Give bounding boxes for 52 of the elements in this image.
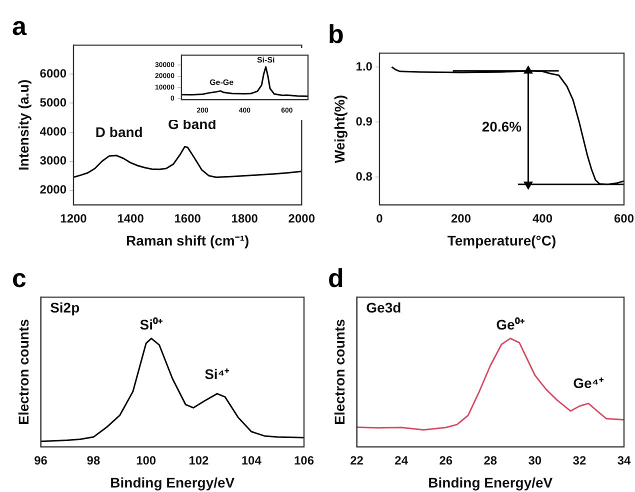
y-tick-label: 0.9 [356, 114, 373, 128]
y-tick-label: 2000 [40, 182, 67, 197]
y-tick-label: 6000 [40, 66, 67, 81]
x-tick-label: 32 [572, 453, 586, 468]
x-tick-label: 106 [294, 453, 314, 468]
annotation: 20.6% [482, 118, 522, 134]
x-tick-label: 30 [528, 453, 542, 468]
x-tick-label: 600 [614, 211, 634, 226]
x-tick-label: 22 [350, 453, 364, 468]
x-axis-title: Temperature(°C) [447, 232, 556, 248]
y-tick-label: 0.8 [356, 170, 373, 184]
x-axis-title: Raman shift (cm⁻¹) [126, 232, 250, 248]
x-tick-label: 1200 [60, 211, 88, 226]
y-tick-label: 3000 [40, 154, 67, 168]
annotation: Si⁴⁺ [204, 366, 230, 382]
x-tick-label: 200 [450, 211, 472, 226]
x-tick-label: 1400 [117, 211, 144, 226]
chart-title: b [328, 18, 344, 49]
x-axis-title: Binding Energy/eV [110, 474, 236, 490]
text: Si2p [50, 300, 80, 316]
y-axis-title: Intensity (a.u) [15, 79, 32, 171]
y-axis-title: Electron counts [15, 318, 32, 425]
chart-title: a [12, 10, 27, 41]
x-tick-label: 104 [241, 453, 262, 468]
y-axis-title: Weight(%) [331, 94, 348, 164]
text: Ge⁰⁺ [496, 316, 525, 332]
y-tick-label: 4000 [40, 124, 67, 139]
y-tick-label: 1.0 [356, 59, 373, 74]
chart-title: c [12, 262, 26, 293]
y-tick-label: 5000 [40, 96, 67, 110]
x-tick-label: 0 [376, 211, 384, 226]
x-tick-label: 26 [439, 453, 453, 468]
y-axis-title: Electron counts [331, 318, 348, 425]
x-tick-label: 400 [532, 211, 553, 226]
x-tick-label: 96 [34, 453, 48, 468]
x-tick-label: 98 [86, 453, 100, 468]
x-tick-label: 102 [188, 453, 210, 468]
annotation: Ge⁴⁺ [573, 374, 604, 391]
x-tick-label: 1600 [174, 211, 202, 226]
text: Ge3d [366, 300, 402, 316]
chart-title: d [328, 262, 344, 293]
annotation: Si-Si [256, 56, 275, 65]
x-tick-label: 24 [394, 453, 408, 468]
x-tick-label: 2000 [288, 211, 316, 226]
x-tick-label: 1800 [231, 211, 258, 226]
text: Si⁰⁺ [140, 316, 163, 332]
x-tick-label: 100 [136, 453, 156, 468]
x-tick-label: 28 [484, 453, 498, 468]
x-tick-label: 34 [617, 453, 631, 468]
x-axis-title: Binding Energy/eV [428, 474, 554, 490]
annotation: D band [95, 124, 143, 140]
annotation: Ge-Ge [210, 78, 234, 87]
